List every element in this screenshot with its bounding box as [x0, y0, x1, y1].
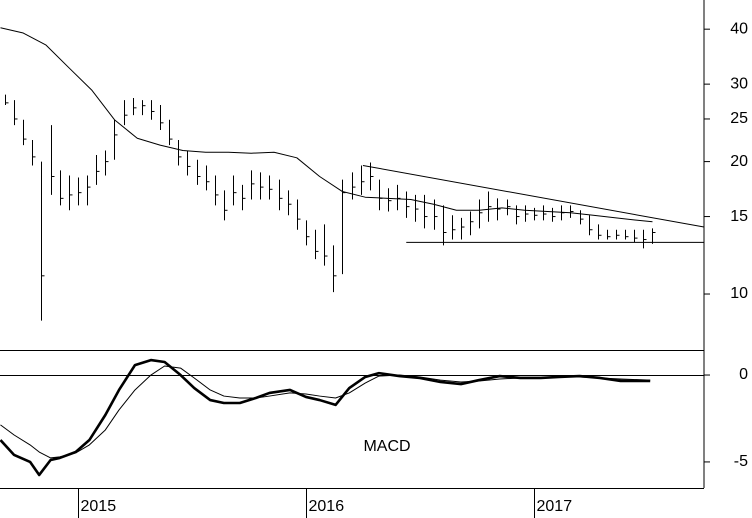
y-tick-label: 10	[730, 285, 748, 302]
y-tick-label: 20	[730, 153, 748, 170]
macd-line	[0, 365, 651, 459]
x-tick-label: 2015	[81, 498, 117, 515]
moving-average	[0, 27, 653, 223]
y-tick-label: 25	[730, 110, 748, 127]
y-tick-label: 0	[739, 366, 748, 383]
y-tick-label: 30	[730, 75, 748, 92]
y-tick-label: -5	[734, 453, 748, 470]
trend-line	[362, 164, 705, 228]
indicator-label: MACD	[363, 438, 410, 455]
macd-line	[0, 358, 651, 477]
x-tick-label: 2016	[309, 498, 345, 515]
y-tick-label: 40	[730, 20, 748, 37]
x-tick-label: 2017	[537, 498, 573, 515]
y-tick-label: 15	[730, 208, 748, 225]
